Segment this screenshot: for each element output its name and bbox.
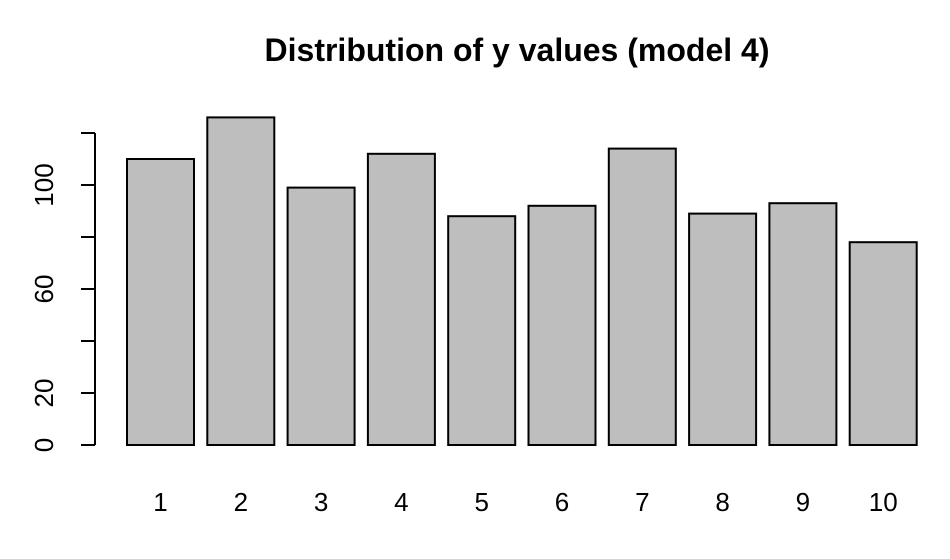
- bar-10: [848, 241, 918, 446]
- x-tick-label: 9: [796, 487, 810, 517]
- bar-9: [768, 202, 838, 446]
- bar-3: [286, 186, 356, 446]
- x-tick-label: 10: [869, 487, 898, 517]
- x-tick-label: 6: [555, 487, 569, 517]
- x-tick-label: 5: [474, 487, 488, 517]
- x-tick-label: 4: [394, 487, 408, 517]
- y-tick-label: 20: [29, 379, 59, 408]
- y-tick-label: 100: [29, 163, 59, 206]
- x-tick-label: 1: [153, 487, 167, 517]
- bar-6: [527, 204, 597, 446]
- x-tick-label: 2: [234, 487, 248, 517]
- chart-title: Distribution of y values (model 4): [265, 32, 770, 68]
- y-axis: 0 20 60 100: [29, 132, 96, 452]
- bar-5: [447, 215, 517, 446]
- x-tick-label: 3: [314, 487, 328, 517]
- bar-7: [607, 147, 677, 446]
- x-axis-labels: 1 2 3 4 5 6 7 8 9 10: [153, 487, 897, 517]
- y-tick-label: 60: [29, 275, 59, 304]
- bar-2: [206, 116, 276, 447]
- bars: [126, 116, 918, 447]
- x-tick-label: 8: [715, 487, 729, 517]
- bar-8: [688, 212, 758, 446]
- x-tick-label: 7: [635, 487, 649, 517]
- y-tick-label: 0: [29, 438, 59, 452]
- bar-1: [126, 158, 195, 446]
- bar-4: [366, 152, 436, 447]
